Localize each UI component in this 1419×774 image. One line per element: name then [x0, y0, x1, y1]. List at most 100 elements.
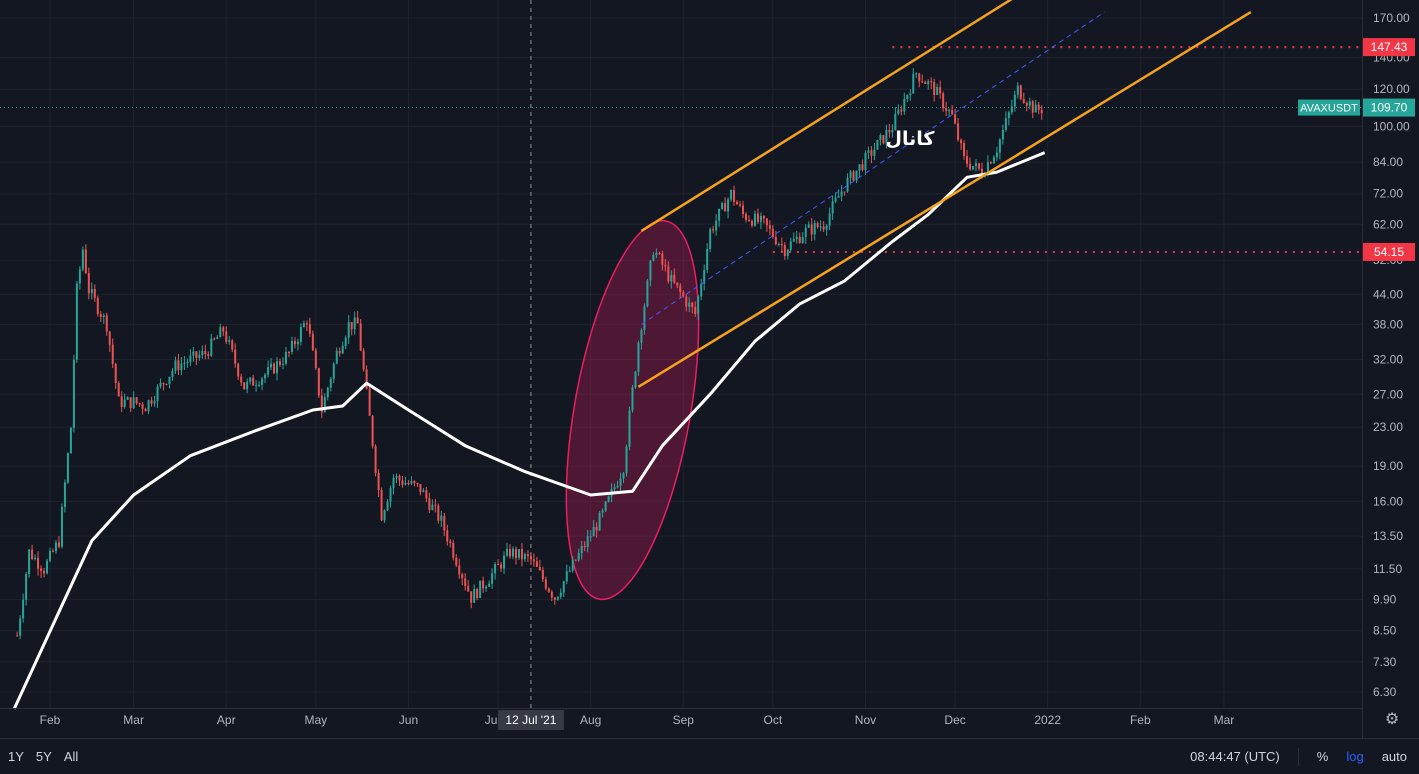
price-level-badge — [1363, 38, 1415, 57]
price-axis[interactable]: 170.00140.00120.00100.0084.0072.0062.005… — [1298, 0, 1419, 738]
y-tick-label: 7.30 — [1373, 655, 1397, 669]
candle-body — [267, 367, 270, 375]
candle-body — [831, 201, 834, 214]
candle-body — [852, 171, 855, 181]
y-tick-label: 84.00 — [1373, 155, 1403, 169]
candle-body — [523, 554, 526, 560]
candle-body — [126, 397, 129, 400]
candle-body — [706, 248, 709, 270]
x-tick-label: Mar — [1214, 713, 1235, 727]
candle-body — [22, 599, 25, 619]
candle-body — [813, 223, 816, 235]
candle-body — [768, 225, 771, 229]
candle-body — [252, 377, 255, 386]
crosshair-date-box — [497, 710, 564, 730]
y-tick-label: 120.00 — [1373, 82, 1410, 96]
candle-body — [117, 383, 120, 397]
candle-body — [512, 548, 514, 557]
candle-body — [652, 255, 655, 261]
candle-body — [580, 545, 583, 554]
candle-body — [485, 586, 488, 589]
candle-body — [989, 162, 992, 164]
candle-body — [807, 224, 810, 228]
percent-toggle[interactable]: % — [1316, 749, 1329, 764]
candle-body — [186, 362, 189, 364]
candle-body — [410, 481, 413, 484]
candle-body — [380, 490, 383, 521]
candle-body — [422, 490, 425, 493]
range-all-button[interactable]: All — [63, 749, 79, 764]
candle-body — [219, 327, 222, 338]
candle-body — [132, 397, 135, 409]
candle-body — [473, 588, 476, 603]
candle-body — [798, 236, 801, 243]
range-5y-button[interactable]: 5Y — [35, 749, 52, 764]
candle-body — [532, 559, 535, 562]
candle-body — [538, 566, 541, 571]
settings-gear-icon[interactable]: ⚙ — [1384, 711, 1400, 728]
candle-body — [894, 113, 897, 130]
x-tick-label: Mar — [123, 713, 144, 727]
candle-body — [801, 237, 804, 243]
candle-body — [739, 204, 742, 206]
candle-body — [335, 350, 338, 364]
candle-body — [228, 340, 231, 342]
candle-body — [135, 397, 138, 404]
range-1y-button[interactable]: 1Y — [8, 749, 24, 764]
candle-body — [661, 253, 664, 265]
candle-body — [120, 396, 123, 408]
candle-body — [948, 110, 951, 112]
candle-body — [670, 274, 673, 282]
candle-body — [786, 249, 789, 256]
candles — [16, 68, 1043, 640]
candle-body — [141, 404, 144, 409]
candle-body — [933, 82, 936, 95]
time-axis[interactable]: Feb Mar Apr May Jun Ju Aug Sep Oct Nov Dec 2022 Feb M… — [0, 708, 1362, 731]
candle-body — [258, 384, 261, 386]
candle-body — [688, 302, 691, 307]
candle-body — [906, 94, 909, 99]
candle-body — [921, 81, 924, 83]
candle-body — [452, 542, 455, 558]
candle-body — [171, 370, 174, 377]
candle-body — [395, 476, 398, 478]
candle-body — [461, 574, 464, 579]
clock-time[interactable]: 08:44:47 (UTC) — [1190, 749, 1280, 764]
candle-body — [1034, 104, 1037, 113]
candle-body — [192, 351, 195, 356]
candle-body — [299, 327, 302, 342]
candle-body — [222, 327, 225, 332]
candle-body — [404, 482, 407, 485]
candle-body — [912, 73, 915, 94]
candle-body — [804, 227, 807, 238]
x-tick-label: Apr — [217, 713, 236, 727]
candle-body — [843, 191, 846, 193]
candle-body — [371, 415, 374, 447]
candle-body — [320, 395, 323, 413]
candle-body — [966, 156, 969, 164]
candle-body — [231, 340, 234, 350]
candle-body — [777, 243, 780, 245]
candle-body — [628, 410, 631, 447]
y-tick-label: 16.00 — [1373, 494, 1403, 508]
candle-body — [1013, 94, 1016, 107]
candle-body — [526, 554, 529, 557]
candle-body — [571, 559, 574, 571]
candle-body — [750, 220, 753, 226]
log-toggle[interactable]: log — [1346, 749, 1364, 764]
channel-upper-line — [640, 0, 1013, 233]
candle-body — [150, 400, 153, 404]
candle-body — [46, 560, 49, 574]
candle-body — [637, 342, 640, 372]
candle-body — [81, 249, 84, 270]
candle-body — [747, 219, 750, 221]
candle-body — [643, 306, 646, 330]
candle-body — [676, 282, 679, 286]
candle-body — [547, 588, 550, 592]
auto-toggle[interactable]: auto — [1381, 749, 1407, 764]
y-tick-label: 170.00 — [1373, 11, 1410, 25]
candle-body — [822, 226, 825, 230]
candle-body — [168, 376, 171, 385]
candle-body — [482, 580, 485, 589]
